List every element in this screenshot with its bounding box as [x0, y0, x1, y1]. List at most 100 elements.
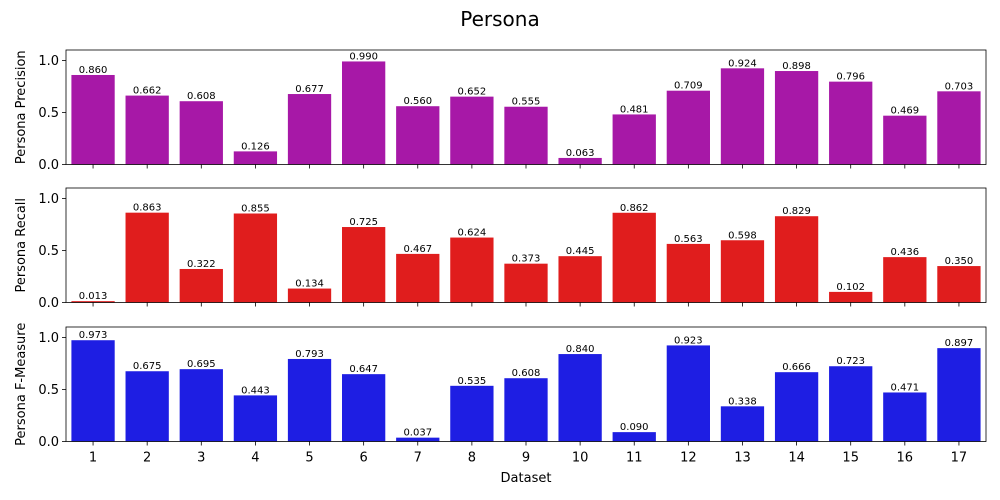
bar — [720, 406, 765, 442]
y-axis-label: Persona Recall — [14, 198, 29, 293]
bar — [179, 369, 223, 442]
bar-value-label: 0.598 — [728, 230, 757, 241]
bar — [287, 94, 332, 165]
bar-value-label: 0.829 — [782, 206, 811, 217]
bar-value-label: 0.973 — [79, 330, 108, 341]
bar-value-label: 0.373 — [512, 254, 541, 265]
x-tick-label: 11 — [626, 451, 643, 466]
bar — [720, 240, 765, 303]
bar-value-label: 0.134 — [295, 279, 324, 290]
bar-value-label: 0.863 — [133, 203, 162, 214]
chart-panels: 0.860 0.662 0.608 0.126 0.677 0.990 0.560 0.652… — [14, 49, 987, 466]
bar-value-label: 0.436 — [890, 247, 919, 258]
bar-value-label: 0.560 — [403, 96, 432, 107]
y-tick-label: 0.0 — [38, 435, 59, 450]
bar — [450, 237, 494, 303]
bar-value-label: 0.796 — [836, 72, 865, 83]
bar-value-label: 0.555 — [512, 97, 541, 108]
bar — [71, 74, 115, 165]
bar — [774, 71, 819, 165]
bar — [125, 212, 169, 303]
bar-value-label: 0.666 — [782, 362, 811, 373]
bar — [125, 95, 169, 165]
bar-value-label: 0.860 — [79, 65, 108, 76]
x-tick-label: 13 — [734, 451, 751, 466]
bar-value-label: 0.897 — [945, 338, 974, 349]
x-tick-label: 5 — [305, 451, 313, 466]
x-tick-label: 15 — [842, 451, 859, 466]
bar — [179, 268, 223, 303]
x-tick-label: 8 — [468, 451, 476, 466]
bar — [666, 90, 710, 165]
bar — [504, 106, 548, 165]
y-tick-label: 0.5 — [38, 106, 59, 121]
x-axis-label: Dataset — [501, 471, 552, 486]
bar — [342, 374, 386, 442]
bar-value-label: 0.990 — [349, 51, 378, 62]
bar — [883, 392, 927, 442]
bar — [558, 256, 602, 303]
bar-value-label: 0.443 — [241, 385, 270, 396]
bar-value-label: 0.322 — [187, 259, 216, 270]
x-tick-label: 6 — [360, 451, 368, 466]
bar-value-label: 0.723 — [836, 356, 865, 367]
x-tick-label: 12 — [680, 451, 697, 466]
bar — [937, 266, 981, 303]
y-tick-label: 0.0 — [38, 158, 59, 173]
bar — [666, 243, 710, 303]
bar — [504, 378, 548, 442]
x-tick-label: 9 — [522, 451, 530, 466]
bar-value-label: 0.481 — [620, 104, 649, 115]
bar — [450, 96, 494, 165]
bar-value-label: 0.695 — [187, 359, 216, 370]
bar-value-label: 0.793 — [295, 349, 324, 360]
panel-2: 0.013 0.863 0.322 0.855 0.134 0.725 0.467 0.624… — [14, 187, 987, 311]
bar — [883, 115, 927, 165]
bar-value-label: 0.647 — [349, 364, 378, 375]
bar — [71, 340, 115, 442]
bar-value-label: 0.840 — [566, 344, 595, 355]
bar — [233, 213, 278, 303]
y-tick-label: 1.0 — [38, 54, 59, 69]
x-tick-label: 17 — [951, 451, 968, 466]
x-tick-label: 14 — [788, 451, 805, 466]
bar — [937, 348, 981, 442]
x-tick-label: 2 — [143, 451, 151, 466]
bar — [666, 345, 710, 442]
bar-value-label: 0.662 — [133, 86, 162, 97]
bar — [829, 366, 873, 442]
bar-value-label: 0.923 — [674, 335, 703, 346]
bar-value-label: 0.063 — [566, 148, 595, 159]
bar — [287, 288, 332, 303]
bar — [342, 227, 386, 303]
bar — [774, 372, 819, 442]
bar — [612, 212, 656, 303]
bar — [342, 61, 386, 165]
bar — [829, 291, 873, 303]
bar-value-label: 0.338 — [728, 396, 757, 407]
bar — [396, 253, 440, 303]
bar — [612, 114, 656, 165]
bar — [883, 257, 927, 303]
bar-value-label: 0.862 — [620, 203, 649, 214]
bar-value-label: 0.469 — [890, 106, 919, 117]
bar — [558, 354, 602, 442]
bar — [612, 432, 656, 442]
bar — [829, 81, 873, 165]
bar-value-label: 0.102 — [836, 282, 865, 293]
x-tick-label: 4 — [251, 451, 259, 466]
chart-title: Persona — [460, 7, 539, 31]
bar-value-label: 0.037 — [403, 428, 432, 439]
bar-value-label: 0.652 — [458, 87, 487, 98]
y-tick-label: 1.0 — [38, 192, 59, 207]
bar-value-label: 0.535 — [458, 376, 487, 387]
bar-value-label: 0.924 — [728, 58, 757, 69]
bar-value-label: 0.126 — [241, 141, 270, 152]
bar-value-label: 0.709 — [674, 81, 703, 92]
bar-value-label: 0.445 — [566, 246, 595, 257]
y-tick-label: 0.0 — [38, 296, 59, 311]
y-tick-label: 0.5 — [38, 383, 59, 398]
bar-value-label: 0.608 — [187, 91, 216, 102]
